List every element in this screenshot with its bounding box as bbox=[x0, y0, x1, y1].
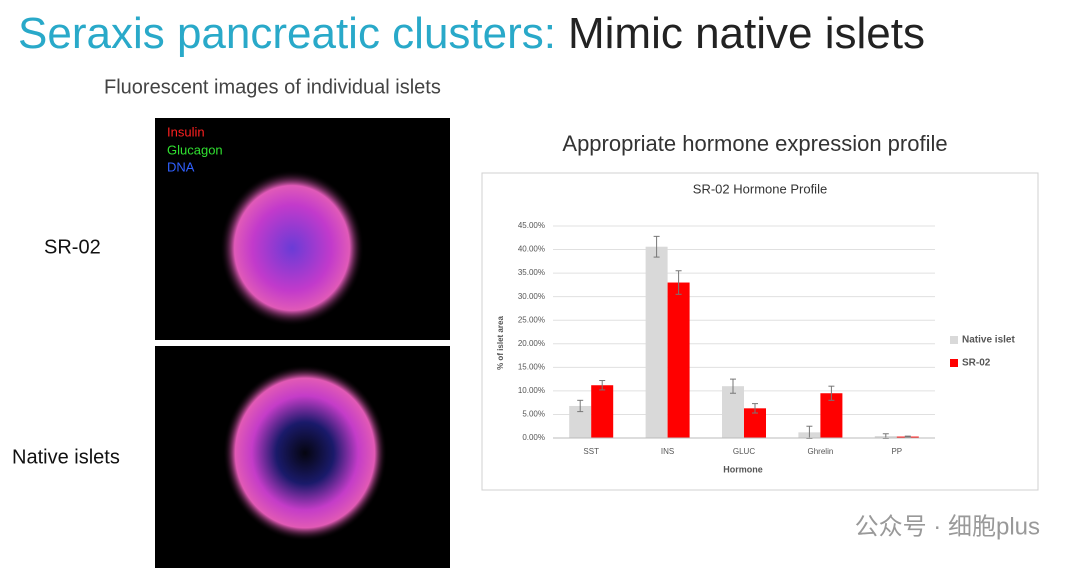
y-tick-label: 5.00% bbox=[522, 410, 545, 419]
bar bbox=[820, 393, 843, 438]
title-part: Mimic native islets bbox=[568, 9, 925, 58]
title-part: Seraxis pancreatic clusters: bbox=[18, 9, 556, 58]
y-tick-label: 35.00% bbox=[518, 268, 545, 277]
chart-title: SR-02 Hormone Profile bbox=[693, 181, 827, 196]
bar bbox=[722, 386, 744, 438]
x-axis-title: Hormone bbox=[723, 464, 763, 474]
y-tick-label: 30.00% bbox=[518, 292, 545, 301]
row-label: SR-02 bbox=[44, 236, 101, 258]
legend-swatch bbox=[950, 336, 958, 344]
x-tick-label: INS bbox=[661, 447, 674, 456]
x-tick-label: GLUC bbox=[733, 447, 755, 456]
bar bbox=[591, 385, 614, 438]
row-label: Native islets bbox=[12, 446, 120, 468]
y-tick-label: 40.00% bbox=[518, 245, 545, 254]
x-tick-label: Ghrelin bbox=[808, 447, 834, 456]
image-legend: Glucagon bbox=[167, 142, 223, 157]
y-tick-label: 25.00% bbox=[518, 315, 545, 324]
bar bbox=[667, 282, 690, 438]
y-tick-label: 20.00% bbox=[518, 339, 545, 348]
bar bbox=[744, 408, 766, 438]
y-tick-label: 45.00% bbox=[518, 221, 545, 230]
image-legend: DNA bbox=[167, 159, 195, 174]
legend-label: SR-02 bbox=[962, 358, 991, 369]
image-legend: Insulin bbox=[167, 124, 205, 139]
islet-image bbox=[220, 170, 364, 326]
y-tick-label: 10.00% bbox=[518, 386, 545, 395]
bar bbox=[569, 405, 592, 438]
bar bbox=[645, 246, 668, 438]
subtitle: Fluorescent images of individual islets bbox=[104, 76, 441, 98]
slide-title: Seraxis pancreatic clusters: Mimic native… bbox=[18, 9, 925, 58]
y-axis-title: % of islet area bbox=[496, 316, 505, 370]
y-tick-label: 0.00% bbox=[522, 433, 545, 442]
chart-frame bbox=[481, 172, 1039, 491]
chart-heading: Appropriate hormone expression profile bbox=[562, 131, 947, 156]
legend-label: Native islet bbox=[962, 335, 1015, 346]
y-tick-label: 15.00% bbox=[518, 362, 545, 371]
x-tick-label: PP bbox=[891, 447, 902, 456]
islet-image bbox=[223, 365, 387, 541]
legend-swatch bbox=[950, 359, 958, 367]
watermark: 公众号 · 细胞plus bbox=[855, 513, 1040, 540]
x-tick-label: SST bbox=[583, 447, 599, 456]
